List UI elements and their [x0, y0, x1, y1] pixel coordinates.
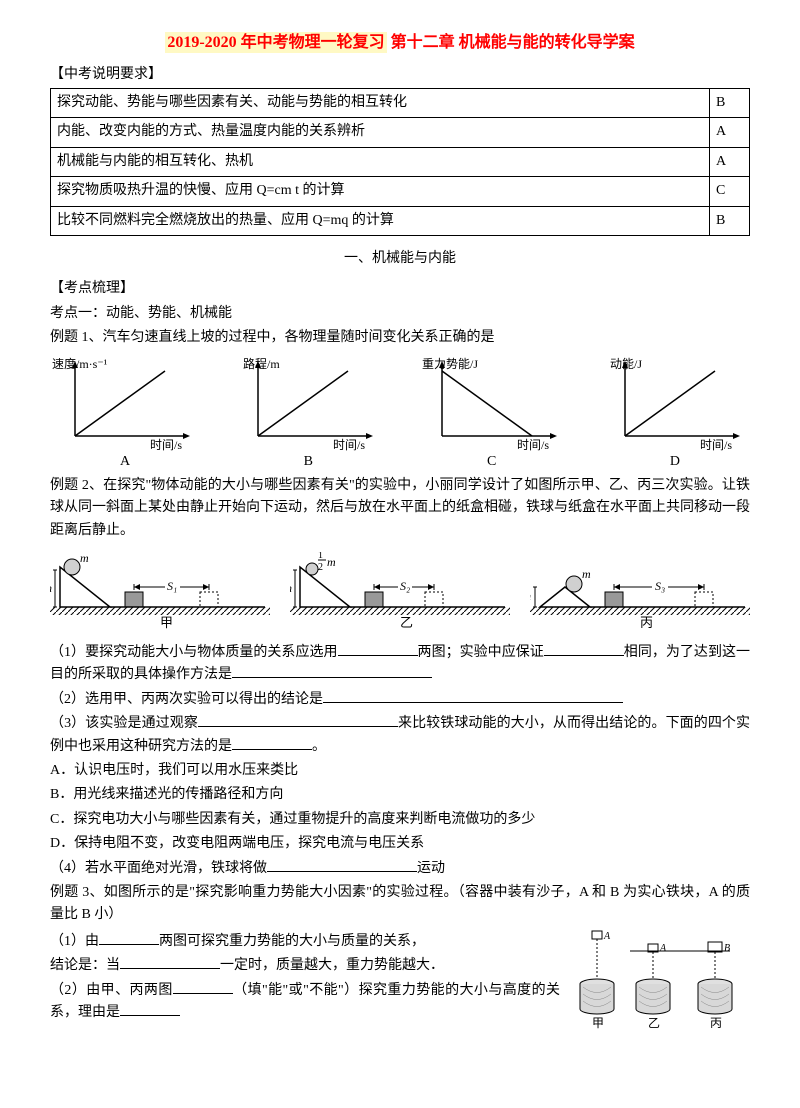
- ex2-optB: B．用光线来描述光的传播路径和方向: [50, 784, 750, 806]
- blank[interactable]: [267, 858, 417, 872]
- svg-text:h: h: [530, 589, 531, 603]
- requirements-table: 探究动能、势能与哪些因素有关、动能与势能的相互转化B 内能、改变内能的方式、热量…: [50, 88, 750, 236]
- graph-d: 动能/J 时间/s D: [600, 356, 750, 473]
- table-row: 机械能与内能的相互转化、热机A: [51, 147, 750, 176]
- graph-b-svg: 路程/m 时间/s: [233, 356, 383, 451]
- ex3-wrap: （1）由两图可探究重力势能的大小与质量的关系， 结论是：当一定时，质量越大，重力…: [50, 929, 750, 1047]
- req-label: 【中考说明要求】: [50, 64, 750, 86]
- blank[interactable]: [338, 642, 418, 656]
- ramp-bing: m 1 2 h S₃ 丙: [530, 552, 750, 632]
- svg-text:m: m: [327, 555, 336, 569]
- ex3-q2: （2）由甲、丙两图（填"能"或"不能"）探究重力势能的大小与高度的关系，理由是: [50, 980, 560, 1025]
- svg-text:B: B: [724, 943, 730, 954]
- svg-text:m: m: [582, 567, 591, 581]
- svg-text:速度/m·s⁻¹: 速度/m·s⁻¹: [52, 356, 108, 371]
- table-row: 探究动能、势能与哪些因素有关、动能与势能的相互转化B: [51, 88, 750, 117]
- svg-text:时间/s: 时间/s: [333, 438, 365, 451]
- ex2-optC: C．探究电功大小与哪些因素有关，通过重物提升的高度来判断电流做功的多少: [50, 809, 750, 831]
- svg-text:时间/s: 时间/s: [700, 438, 732, 451]
- kaodian-1: 考点一：动能、势能、机械能: [50, 303, 750, 325]
- ex2-q3: （3）该实验是通过观察来比较铁球动能的大小，从而得出结论的。下面的四个实例中也采…: [50, 713, 750, 758]
- graph-c: 重力势能/J 时间/s C: [417, 356, 567, 473]
- svg-text:乙: 乙: [400, 615, 413, 630]
- svg-text:甲: 甲: [592, 1016, 604, 1030]
- ex3-figure: A A B 甲 乙: [570, 929, 750, 1047]
- ex2-stem: 例题 2、在探究"物体动能的大小与哪些因素有关"的实验中，小丽同学设计了如图所示…: [50, 475, 750, 542]
- svg-text:丙: 丙: [640, 615, 653, 630]
- ramp-diagrams: m h S₁ 甲 1 2 m h: [50, 552, 750, 632]
- sand-containers-svg: A A B 甲 乙: [570, 929, 750, 1039]
- blank[interactable]: [544, 642, 624, 656]
- svg-text:重力势能/J: 重力势能/J: [422, 357, 478, 371]
- table-row: 内能、改变内能的方式、热量温度内能的关系辨析A: [51, 118, 750, 147]
- graph-a-svg: 速度/m·s⁻¹ 时间/s: [50, 356, 200, 451]
- svg-text:甲: 甲: [160, 615, 173, 630]
- blank[interactable]: [323, 689, 623, 703]
- svg-text:时间/s: 时间/s: [150, 438, 182, 451]
- graph-a: 速度/m·s⁻¹ 时间/s A: [50, 356, 200, 473]
- svg-text:乙: 乙: [648, 1016, 660, 1030]
- table-row: 比较不同燃料完全燃烧放出的热量、应用 Q=mq 的计算B: [51, 206, 750, 235]
- svg-text:m: m: [80, 552, 89, 565]
- ex2-q4: （4）若水平面绝对光滑，铁球将做运动: [50, 858, 750, 880]
- blank[interactable]: [232, 664, 432, 678]
- svg-text:h: h: [290, 581, 292, 595]
- graph-b: 路程/m 时间/s B: [233, 356, 383, 473]
- page-title: 2019-2020 年中考物理一轮复习 第十二章 机械能与能的转化导学案: [50, 30, 750, 56]
- blank[interactable]: [120, 955, 220, 969]
- ex3-stem: 例题 3、如图所示的是"探究影响重力势能大小因素"的实验过程。（容器中装有沙子，…: [50, 882, 750, 927]
- ex2-optA: A．认识电压时，我们可以用水压来类比: [50, 760, 750, 782]
- title-part2: 第十二章 机械能与能的转化导学案: [387, 34, 635, 51]
- blank[interactable]: [232, 736, 312, 750]
- svg-text:A: A: [659, 943, 667, 954]
- svg-text:S₂: S₂: [400, 579, 410, 593]
- svg-text:h: h: [50, 581, 52, 595]
- kaodian-label: 【考点梳理】: [50, 278, 750, 300]
- table-row: 探究物质吸热升温的快慢、应用 Q=cm t 的计算C: [51, 177, 750, 206]
- blank[interactable]: [99, 931, 159, 945]
- svg-text:A: A: [603, 931, 611, 942]
- ex2-optD: D．保持电阻不变，改变电阻两端电压，探究电流与电压关系: [50, 833, 750, 855]
- ramp-jia: m h S₁ 甲: [50, 552, 270, 632]
- svg-text:丙: 丙: [710, 1016, 722, 1030]
- subtitle: 一、机械能与内能: [50, 248, 750, 270]
- svg-text:路程/m: 路程/m: [243, 356, 280, 371]
- ex1-stem: 例题 1、汽车匀速直线上坡的过程中，各物理量随时间变化关系正确的是: [50, 327, 750, 349]
- title-part1: 2019-2020 年中考物理一轮复习: [165, 32, 386, 53]
- svg-text:动能/J: 动能/J: [610, 357, 642, 371]
- ex3-q1b: 结论是：当一定时，质量越大，重力势能越大．: [50, 955, 560, 977]
- ex2-q1: （1）要探究动能大小与物体质量的关系应选用两图；实验中应保证相同，为了达到这一目…: [50, 642, 750, 687]
- blank[interactable]: [120, 1002, 180, 1016]
- graph-d-svg: 动能/J 时间/s: [600, 356, 750, 451]
- blank[interactable]: [173, 980, 233, 994]
- graph-c-svg: 重力势能/J 时间/s: [417, 356, 567, 451]
- svg-text:2: 2: [318, 562, 323, 573]
- ramp-yi: 1 2 m h S₂ 乙: [290, 552, 510, 632]
- ex2-q2: （2）选用甲、丙两次实验可以得出的结论是: [50, 689, 750, 711]
- svg-text:S₁: S₁: [167, 579, 177, 593]
- blank[interactable]: [198, 713, 398, 727]
- ex3-q1: （1）由两图可探究重力势能的大小与质量的关系，: [50, 931, 560, 953]
- ex1-graphs: 速度/m·s⁻¹ 时间/s A 路程/m 时间/s B 重力势能/J 时间/s …: [50, 356, 750, 473]
- svg-text:时间/s: 时间/s: [517, 438, 549, 451]
- ex3-text: （1）由两图可探究重力势能的大小与质量的关系， 结论是：当一定时，质量越大，重力…: [50, 929, 560, 1047]
- svg-text:S₃: S₃: [655, 579, 665, 593]
